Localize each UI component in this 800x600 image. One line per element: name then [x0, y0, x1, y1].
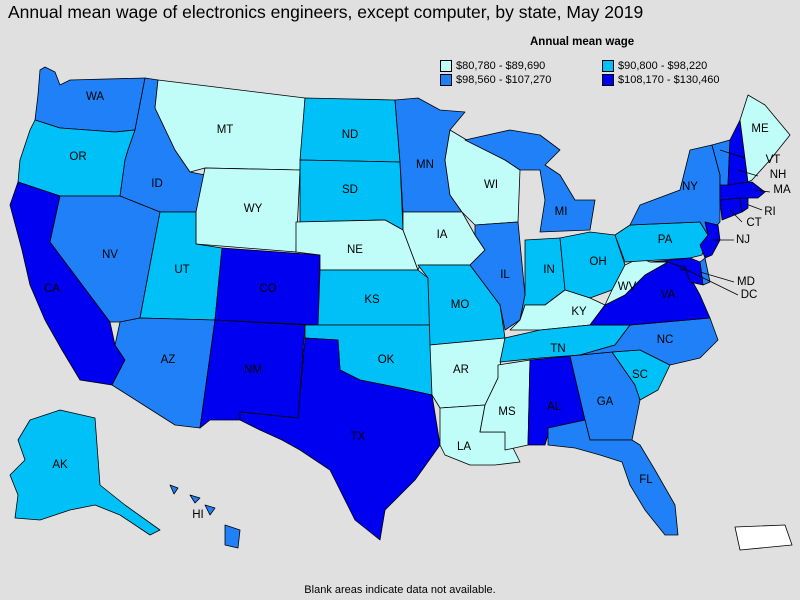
- legend-swatch-4: [602, 74, 614, 86]
- state-label-SC: SC: [632, 369, 648, 381]
- state-AZ[interactable]: [111, 317, 216, 429]
- state-label-NC: NC: [657, 334, 674, 346]
- legend-title: Annual mean wage: [530, 36, 635, 48]
- state-HI[interactable]: [169, 484, 241, 549]
- legend-swatch-1: [440, 60, 452, 72]
- state-MD[interactable]: [649, 257, 704, 286]
- state-label-WY: WY: [244, 203, 263, 215]
- legend-item-3: $98,560 - $107,270: [440, 74, 602, 86]
- state-ME[interactable]: [739, 94, 791, 183]
- legend-swatch-2: [602, 60, 614, 72]
- leader-DC: [682, 267, 739, 296]
- state-label-VT: VT: [766, 154, 781, 166]
- state-label-MD: MD: [737, 276, 755, 288]
- state-label-OK: OK: [378, 354, 395, 366]
- footnote: Blank areas indicate data not available.: [304, 584, 496, 596]
- legend-item-1: $80,780 - $89,690: [440, 60, 602, 72]
- state-label-VA: VA: [661, 289, 676, 301]
- leader-VT: [719, 149, 746, 159]
- state-label-WV: WV: [618, 281, 637, 293]
- leader-MA: [754, 189, 771, 193]
- state-label-IA: IA: [437, 229, 448, 241]
- state-label-AR: AR: [453, 364, 469, 376]
- state-label-WA: WA: [86, 91, 104, 103]
- state-label-ND: ND: [342, 129, 359, 141]
- state-label-IN: IN: [543, 264, 555, 276]
- state-AK[interactable]: [9, 409, 161, 536]
- state-PR[interactable]: [734, 524, 793, 551]
- state-label-NM: NM: [244, 364, 262, 376]
- state-WY[interactable]: [195, 167, 301, 253]
- state-label-RI: RI: [764, 206, 776, 218]
- legend-label-2: $90,800 - $98,220: [618, 60, 708, 72]
- state-label-NE: NE: [347, 244, 363, 256]
- state-VT[interactable]: [711, 139, 731, 186]
- state-label-CO: CO: [259, 283, 276, 295]
- state-label-PA: PA: [658, 234, 673, 246]
- state-CT[interactable]: [719, 197, 743, 221]
- state-label-MT: MT: [217, 124, 234, 136]
- state-label-OR: OR: [69, 151, 86, 163]
- legend: Annual mean wage $80,780 - $89,690 $90,8…: [440, 36, 760, 86]
- state-TX[interactable]: [239, 337, 441, 541]
- state-MA[interactable]: [719, 181, 766, 201]
- legend-label-1: $80,780 - $89,690: [456, 60, 546, 72]
- state-FL[interactable]: [547, 419, 679, 536]
- state-label-DC: DC: [741, 289, 758, 301]
- state-MI[interactable]: [464, 129, 596, 233]
- state-label-NY: NY: [682, 181, 698, 193]
- leader-CT: [729, 209, 743, 223]
- map-title: Annual mean wage of electronics engineer…: [8, 2, 644, 22]
- state-label-ID: ID: [151, 178, 163, 190]
- state-label-LA: LA: [457, 441, 471, 453]
- legend-swatch-3: [440, 74, 452, 86]
- leader-RI: [745, 203, 763, 211]
- state-label-CA: CA: [44, 283, 60, 295]
- state-label-HI: HI: [192, 509, 204, 521]
- legend-label-3: $98,560 - $107,270: [456, 74, 552, 86]
- state-label-ME: ME: [751, 123, 769, 135]
- state-label-KY: KY: [571, 306, 587, 318]
- state-label-GA: GA: [597, 396, 614, 408]
- state-label-SD: SD: [342, 184, 358, 196]
- state-label-MS: MS: [498, 406, 516, 418]
- state-label-UT: UT: [174, 264, 189, 276]
- state-label-TN: TN: [550, 343, 565, 355]
- state-label-MI: MI: [555, 206, 568, 218]
- legend-item-2: $90,800 - $98,220: [602, 60, 762, 72]
- state-label-CT: CT: [746, 217, 761, 229]
- state-NY[interactable]: [629, 144, 721, 236]
- state-label-NH: NH: [770, 169, 787, 181]
- leader-NH: [737, 169, 759, 177]
- legend-label-4: $108,170 - $130,460: [618, 74, 720, 86]
- state-IL[interactable]: [469, 221, 526, 331]
- state-NJ[interactable]: [699, 221, 721, 259]
- state-label-OH: OH: [589, 256, 606, 268]
- state-label-TX: TX: [351, 431, 366, 443]
- state-labels: WA OR CA ID NV MT WY UT AZ CO NM ND SD NE KS OK TX MN IA MO…: [44, 91, 791, 521]
- state-label-WI: WI: [484, 179, 498, 191]
- state-label-KS: KS: [364, 294, 380, 306]
- legend-item-4: $108,170 - $130,460: [602, 74, 762, 86]
- state-label-MA: MA: [773, 184, 791, 196]
- state-label-MO: MO: [451, 299, 470, 311]
- state-label-NJ: NJ: [736, 234, 750, 246]
- state-label-AZ: AZ: [161, 354, 176, 366]
- state-label-MN: MN: [416, 159, 434, 171]
- state-label-AK: AK: [52, 459, 68, 471]
- leader-MD: [699, 271, 735, 283]
- state-label-AL: AL: [547, 401, 562, 413]
- state-label-IL: IL: [500, 269, 510, 281]
- state-label-FL: FL: [639, 474, 653, 486]
- state-label-NV: NV: [102, 249, 118, 261]
